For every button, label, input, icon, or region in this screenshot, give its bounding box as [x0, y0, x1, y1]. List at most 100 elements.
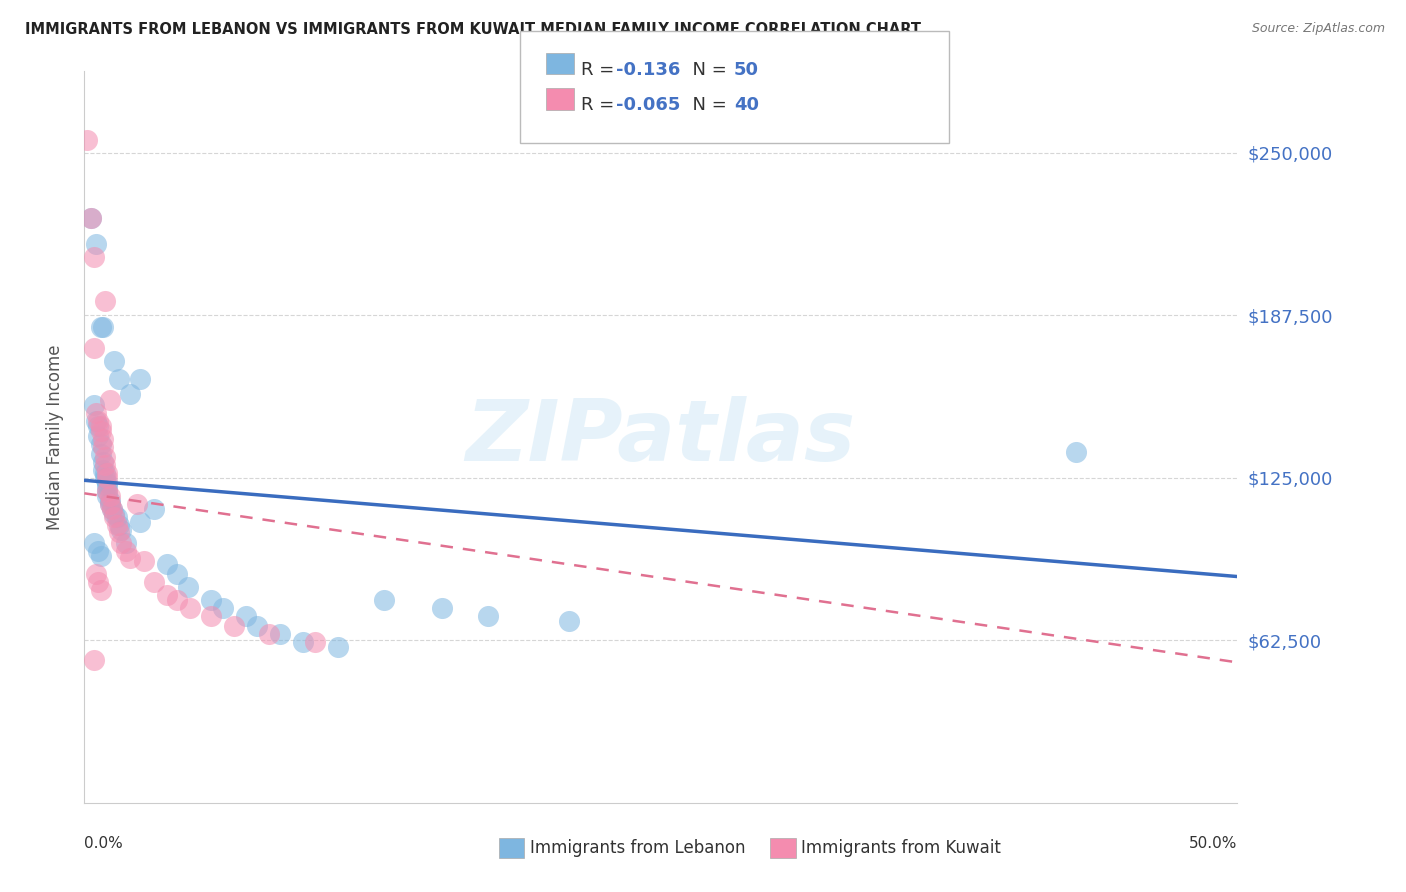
Point: [89, 549, 111, 563]
Point: [83, 535, 105, 549]
Point: [304, 634, 326, 648]
Point: [84, 406, 107, 420]
Point: [98, 392, 121, 407]
Point: [83, 398, 105, 412]
Point: [89, 582, 111, 597]
Point: [142, 574, 165, 589]
Point: [1064, 444, 1087, 458]
Point: [91, 319, 114, 334]
Text: Source: ZipAtlas.com: Source: ZipAtlas.com: [1251, 22, 1385, 36]
Point: [91, 455, 114, 469]
Point: [98, 497, 121, 511]
Text: 40: 40: [734, 96, 759, 114]
Point: [101, 502, 124, 516]
Point: [91, 463, 114, 477]
Point: [120, 551, 142, 566]
Point: [103, 509, 125, 524]
Point: [94, 471, 117, 485]
Point: [96, 475, 118, 490]
Point: [156, 557, 179, 571]
Point: [101, 502, 124, 516]
Point: [128, 372, 150, 386]
Point: [80, 211, 103, 225]
Text: -0.065: -0.065: [616, 96, 681, 114]
Point: [87, 418, 110, 433]
Point: [235, 608, 257, 623]
Point: [96, 489, 118, 503]
Text: 50: 50: [734, 61, 759, 78]
Text: Immigrants from Kuwait: Immigrants from Kuwait: [801, 839, 1001, 857]
Point: [98, 489, 121, 503]
Point: [477, 608, 499, 623]
Point: [166, 566, 188, 581]
Text: ZIPatlas: ZIPatlas: [465, 395, 856, 479]
Point: [89, 418, 111, 433]
Point: [83, 250, 105, 264]
Point: [96, 471, 118, 485]
Point: [94, 450, 117, 464]
Point: [200, 608, 222, 623]
Point: [103, 353, 125, 368]
Point: [94, 466, 117, 480]
Point: [98, 497, 121, 511]
Point: [96, 478, 118, 492]
Point: [87, 429, 110, 443]
Point: [177, 580, 200, 594]
Point: [179, 600, 201, 615]
Point: [156, 588, 179, 602]
Point: [557, 614, 579, 628]
Point: [108, 525, 131, 540]
Point: [89, 447, 111, 461]
Text: 0.0%: 0.0%: [84, 836, 124, 851]
Point: [110, 535, 132, 549]
Text: 50.0%: 50.0%: [1189, 836, 1237, 851]
Point: [166, 593, 188, 607]
Point: [94, 293, 117, 308]
Point: [87, 574, 110, 589]
Point: [108, 517, 131, 532]
Point: [110, 523, 132, 537]
Point: [326, 640, 349, 654]
Point: [96, 466, 118, 480]
Point: [430, 600, 453, 615]
Point: [89, 319, 111, 334]
Point: [87, 543, 110, 558]
Point: [127, 497, 149, 511]
Point: [89, 424, 111, 438]
Text: R =: R =: [581, 61, 620, 78]
Point: [98, 494, 121, 508]
Point: [83, 341, 105, 355]
Text: N =: N =: [681, 61, 733, 78]
Point: [84, 566, 107, 581]
Point: [269, 626, 291, 640]
Point: [103, 507, 125, 521]
Text: N =: N =: [681, 96, 733, 114]
Text: IMMIGRANTS FROM LEBANON VS IMMIGRANTS FROM KUWAIT MEDIAN FAMILY INCOME CORRELATI: IMMIGRANTS FROM LEBANON VS IMMIGRANTS FR…: [25, 22, 921, 37]
Point: [84, 413, 107, 427]
Point: [292, 634, 315, 648]
Point: [373, 593, 395, 607]
Point: [211, 600, 233, 615]
Point: [96, 483, 118, 498]
Point: [128, 515, 150, 529]
Point: [257, 626, 280, 640]
Point: [142, 502, 165, 516]
Point: [105, 509, 128, 524]
Point: [134, 554, 156, 568]
Point: [94, 458, 117, 472]
Point: [89, 437, 111, 451]
Point: [80, 211, 103, 225]
Point: [76, 133, 98, 147]
Point: [120, 387, 142, 401]
Point: [224, 619, 246, 633]
Point: [115, 535, 138, 549]
Point: [84, 236, 107, 251]
Point: [83, 653, 105, 667]
Point: [108, 372, 131, 386]
Point: [91, 432, 114, 446]
Point: [115, 543, 138, 558]
Point: [96, 483, 118, 498]
Text: -0.136: -0.136: [616, 61, 681, 78]
Point: [105, 517, 128, 532]
Text: Immigrants from Lebanon: Immigrants from Lebanon: [530, 839, 745, 857]
